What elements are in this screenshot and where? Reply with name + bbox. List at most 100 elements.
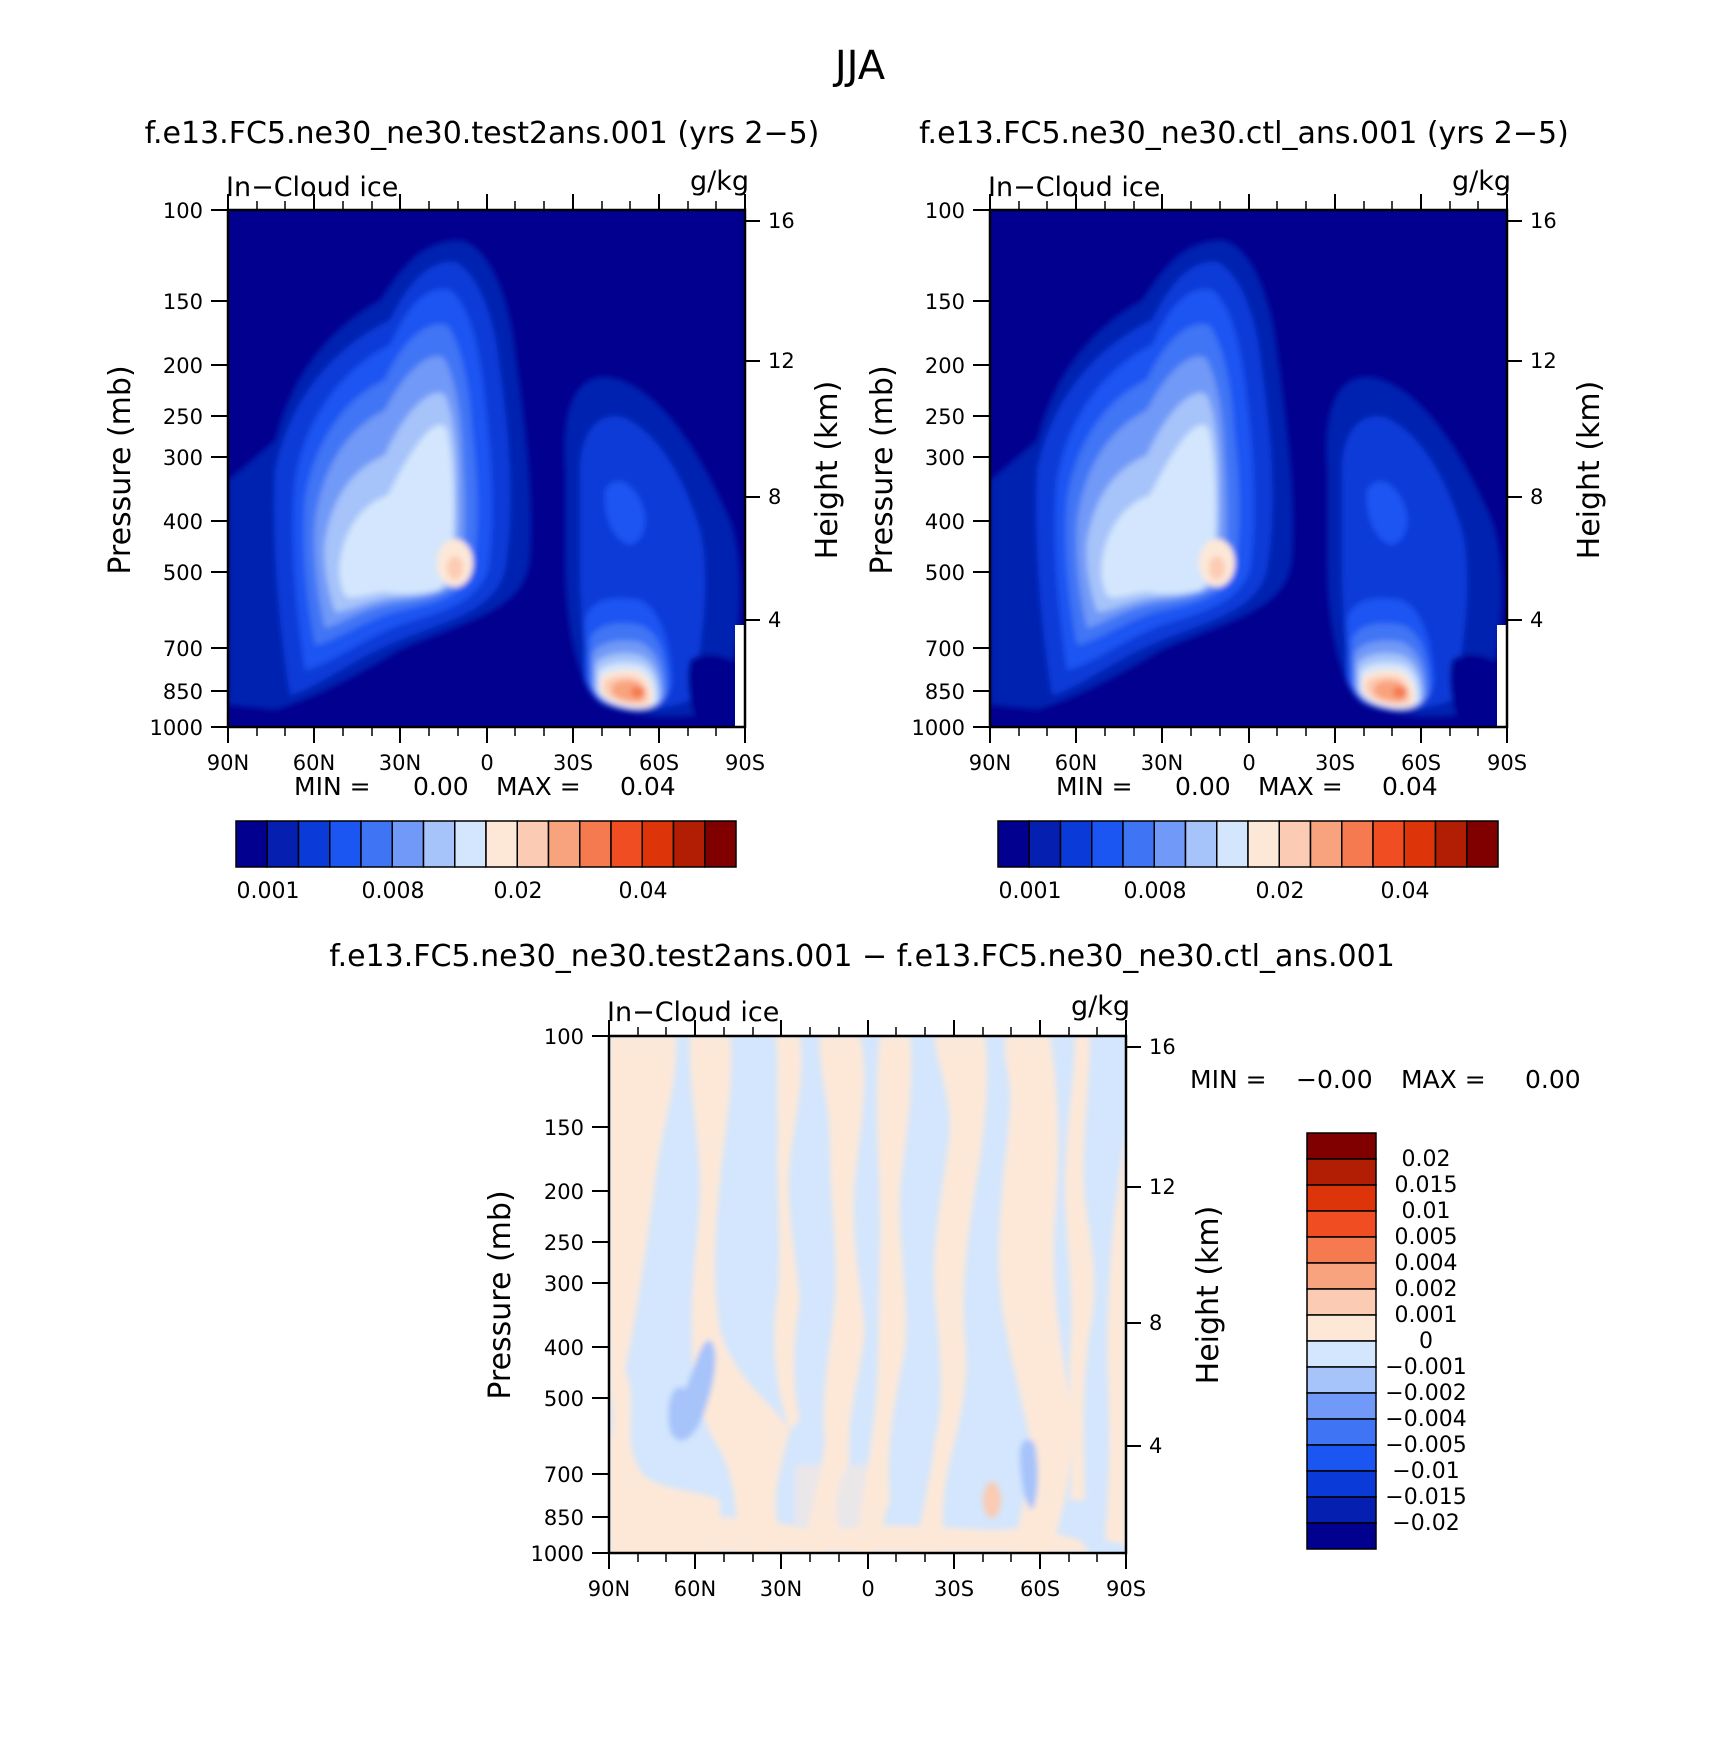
colorbar-swatch	[1309, 820, 1343, 868]
min-label: MIN =	[294, 772, 371, 801]
colorbar-swatch	[1434, 820, 1468, 868]
y-tick-label: 250	[925, 405, 965, 429]
colorbar-label: 0.002	[1395, 1277, 1458, 1302]
panel-control-contours	[990, 240, 1507, 727]
colorbar-swatch	[1306, 1132, 1377, 1160]
y-tick-label: 1000	[912, 716, 965, 740]
x-tick-label: 0	[861, 1577, 874, 1601]
colorbar-swatch	[297, 820, 331, 868]
colorbar-label: 0.001	[1395, 1303, 1458, 1328]
positive-band	[630, 1515, 1090, 1553]
positive-band	[609, 1036, 720, 1553]
min-value: −0.00	[1296, 1065, 1373, 1094]
height-tick-label: 16	[768, 209, 795, 233]
colorbar-swatch	[1306, 1496, 1377, 1524]
panel-difference-ylabel-right: Height (km)	[1191, 1206, 1226, 1385]
panel-difference-colorbar-labels: 0.02 0.015 0.01 0.005 0.004 0.002 0.001 …	[1385, 1147, 1466, 1536]
colorbar-swatch	[547, 820, 581, 868]
colorbar-label: 0.001	[999, 879, 1062, 904]
colorbar-swatch	[1216, 820, 1249, 868]
y-tick-label: 700	[544, 1463, 584, 1487]
panel-difference-height-tick-labels: 16 12 8 4	[1149, 1035, 1176, 1458]
positive-anomaly	[983, 1482, 1001, 1518]
panel-control-right-axis	[1507, 220, 1522, 621]
max-value: 0.04	[1382, 772, 1438, 801]
panel-difference: f.e13.FC5.ne30_ne30.test2ans.001 − f.e13…	[329, 939, 1580, 1601]
colorbar-label: 0.004	[1395, 1251, 1458, 1276]
x-tick-label: 60N	[674, 1577, 716, 1601]
colorbar-swatch	[360, 820, 393, 868]
colorbar-swatch	[1306, 1210, 1377, 1238]
height-tick-label: 8	[768, 485, 781, 509]
y-tick-label: 150	[925, 290, 965, 314]
colorbar-swatch	[1306, 1340, 1377, 1368]
y-tick-label: 150	[163, 290, 203, 314]
colorbar-label: 0.001	[237, 879, 300, 904]
y-tick-label: 500	[544, 1387, 584, 1411]
colorbar-swatch	[1278, 820, 1312, 868]
panel-control-ylabel-right: Height (km)	[1572, 381, 1607, 560]
y-tick-label: 100	[163, 199, 203, 223]
tropical-ice-contour-l7	[339, 424, 454, 598]
y-tick-label: 300	[544, 1272, 584, 1296]
height-tick-label: 8	[1149, 1311, 1162, 1335]
x-tick-label: 60N	[1055, 751, 1097, 775]
colorbar-label: −0.005	[1385, 1433, 1466, 1458]
panel-control-units: g/kg	[1452, 166, 1511, 197]
panel-test-x-minor-ticks	[256, 201, 717, 736]
panel-control-minmax: MIN = 0.00 MAX = 0.04	[1056, 772, 1438, 801]
colorbar-label: −0.002	[1385, 1381, 1466, 1406]
negative-anomaly	[668, 1340, 716, 1441]
colorbar-swatch	[235, 820, 268, 868]
x-tick-label: 90N	[588, 1577, 630, 1601]
y-tick-label: 200	[544, 1180, 584, 1204]
colorbar-swatch	[1466, 820, 1499, 868]
colorbar-swatch	[1403, 820, 1437, 868]
colorbar-label: 0.015	[1395, 1173, 1458, 1198]
y-tick-label: 850	[925, 680, 965, 704]
panel-difference-variable: In−Cloud ice	[607, 997, 779, 1028]
max-value: 0.04	[620, 772, 676, 801]
y-tick-label: 200	[925, 354, 965, 378]
panel-difference-x-ticks	[608, 1020, 1127, 1569]
positive-band	[689, 1036, 790, 1553]
panel-difference-ylabel: Pressure (mb)	[483, 1190, 518, 1399]
panel-test-height-tick-labels: 16 12 8 4	[768, 209, 795, 632]
colorbar-swatch	[1306, 1236, 1377, 1264]
y-tick-label: 100	[544, 1025, 584, 1049]
positive-band	[1065, 1036, 1095, 1500]
x-tick-label: 90N	[969, 751, 1011, 775]
colorbar-label: 0.04	[619, 879, 668, 904]
panel-control-colorbar	[997, 820, 1499, 868]
panel-test-ylabel: Pressure (mb)	[103, 365, 138, 574]
colorbar-label: 0.04	[1381, 879, 1430, 904]
height-tick-label: 12	[1149, 1175, 1176, 1199]
colorbar-swatch	[485, 820, 518, 868]
colorbar-swatch	[1306, 1288, 1377, 1316]
y-tick-label: 300	[925, 446, 965, 470]
colorbar-swatch	[610, 820, 643, 868]
max-value: 0.00	[1525, 1065, 1581, 1094]
panel-test-colorbar	[235, 820, 737, 868]
colorbar-swatch	[1306, 1418, 1377, 1446]
height-tick-label: 16	[1530, 209, 1557, 233]
height-tick-label: 4	[1530, 608, 1543, 632]
colorbar-swatch	[391, 820, 425, 868]
y-tick-label: 700	[925, 637, 965, 661]
height-tick-label: 4	[1149, 1434, 1162, 1458]
x-tick-label: 0	[1242, 751, 1255, 775]
y-tick-label: 150	[544, 1116, 584, 1140]
x-tick-label: 30S	[934, 1577, 974, 1601]
colorbar-label: 0.02	[494, 879, 543, 904]
y-tick-label: 400	[925, 510, 965, 534]
max-label: MAX =	[496, 772, 581, 801]
y-tick-label: 850	[163, 680, 203, 704]
panel-difference-right-axis	[1126, 1046, 1141, 1447]
height-tick-label: 4	[768, 608, 781, 632]
y-tick-label: 200	[163, 354, 203, 378]
colorbar-swatch	[997, 820, 1030, 868]
colorbar-label: 0	[1419, 1329, 1433, 1354]
colorbar-swatch	[1306, 1366, 1377, 1394]
colorbar-swatch	[1247, 820, 1280, 868]
height-tick-label: 8	[1530, 485, 1543, 509]
